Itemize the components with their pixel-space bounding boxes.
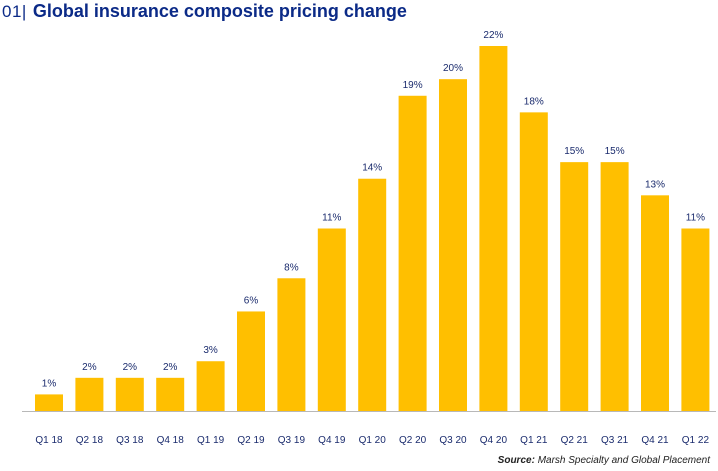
- source-text: Marsh Specialty and Global Placement: [537, 455, 710, 466]
- x-tick-label: Q3 18: [116, 435, 144, 446]
- bar-q1-21: [519, 112, 548, 411]
- x-tick-label: Q2 21: [561, 435, 589, 446]
- x-tick-label: Q1 21: [520, 435, 548, 446]
- source-label: Source:: [497, 455, 535, 466]
- data-label: 11%: [322, 213, 341, 224]
- x-tick-label: Q2 20: [399, 435, 427, 446]
- bar-q3-18: [115, 377, 144, 411]
- bar-q2-21: [560, 162, 589, 411]
- x-tick-label: Q1 18: [35, 435, 63, 446]
- bar-q4-18: [156, 377, 185, 411]
- x-tick-label: Q1 22: [682, 435, 710, 446]
- data-label: 14%: [362, 163, 382, 174]
- bar-q4-20: [479, 46, 508, 411]
- data-label: 2%: [82, 362, 97, 373]
- data-label: 2%: [123, 362, 138, 373]
- figure-number: 01|: [2, 2, 27, 21]
- source-note: Source: Marsh Specialty and Global Place…: [498, 455, 710, 466]
- chart-header: 01| Global insurance composite pricing c…: [2, 1, 407, 22]
- data-label: 3%: [203, 345, 218, 356]
- data-label: 13%: [645, 179, 665, 190]
- bar-q2-19: [237, 311, 265, 411]
- data-label: 22%: [483, 30, 503, 41]
- bar-q1-22: [681, 228, 710, 411]
- bar-q3-19: [277, 278, 306, 411]
- x-tick-label: Q1 20: [359, 435, 387, 446]
- x-tick-label: Q4 20: [480, 435, 508, 446]
- bar-q1-19: [196, 361, 225, 411]
- data-label: 15%: [564, 146, 584, 157]
- bar-q2-18: [75, 377, 104, 411]
- x-tick-label: Q3 20: [439, 435, 467, 446]
- data-label: 20%: [443, 63, 463, 74]
- x-tick-label: Q3 19: [278, 435, 306, 446]
- x-tick-label: Q4 21: [641, 435, 669, 446]
- x-tick-label: Q3 21: [601, 435, 629, 446]
- x-tick-label: Q4 18: [157, 435, 185, 446]
- data-label: 15%: [605, 146, 625, 157]
- bar-q1-20: [358, 178, 387, 411]
- bar-q4-21: [641, 195, 669, 411]
- x-tick-label: Q1 19: [197, 435, 225, 446]
- x-tick-label: Q4 19: [318, 435, 346, 446]
- data-label: 1%: [42, 378, 57, 389]
- data-label: 6%: [244, 295, 259, 306]
- data-label: 11%: [686, 213, 705, 224]
- bar-q1-18: [35, 394, 63, 411]
- data-label: 18%: [524, 96, 544, 107]
- bar-q2-20: [398, 95, 427, 411]
- chart-title: Global insurance composite pricing chang…: [32, 1, 407, 21]
- data-label: 19%: [403, 80, 423, 91]
- x-tick-label: Q2 18: [76, 435, 104, 446]
- x-tick-label: Q2 19: [237, 435, 265, 446]
- data-label: 2%: [163, 362, 178, 373]
- bar-q3-20: [439, 79, 467, 411]
- bar-q3-21: [600, 162, 629, 411]
- bar-q4-19: [317, 228, 346, 411]
- data-label: 8%: [284, 262, 299, 273]
